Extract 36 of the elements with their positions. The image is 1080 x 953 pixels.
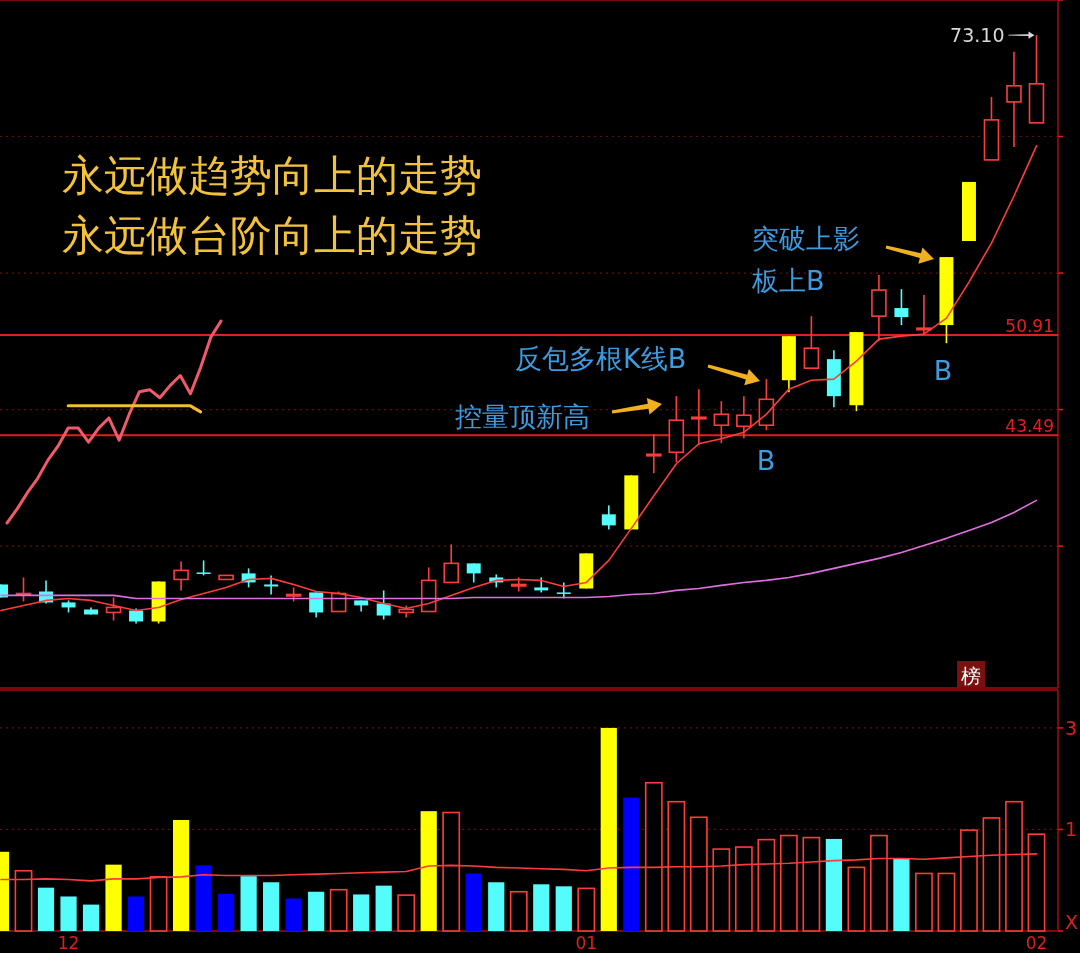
annotation: 永远做趋势向上的走势	[62, 151, 482, 200]
candlestick	[646, 433, 662, 475]
candlestick	[466, 562, 481, 584]
x-tick-label: 02	[1025, 933, 1048, 953]
candlestick	[601, 504, 616, 531]
candlestick	[1006, 50, 1022, 148]
candlestick	[510, 576, 527, 593]
x-tick-label: 12	[57, 933, 80, 953]
x-tick-label: 01	[575, 933, 598, 953]
candlestick	[803, 315, 820, 369]
annotation: 反包多根K线B	[515, 343, 687, 374]
annotation: B	[756, 445, 776, 476]
candlestick	[713, 400, 730, 445]
candlestick	[309, 591, 324, 619]
candlestick	[894, 288, 909, 326]
candlestick	[534, 576, 549, 594]
annotation: 73.10	[950, 24, 1005, 47]
annotation: 突破上影	[752, 223, 860, 254]
y-tick-label: 3	[1065, 716, 1078, 739]
candlestick	[443, 543, 459, 584]
candlestick	[173, 560, 189, 592]
annotation: 板上B	[751, 265, 825, 296]
y-tick-label: 1	[1065, 818, 1078, 841]
candlestick	[736, 395, 752, 440]
candlestick	[556, 581, 571, 600]
candlestick	[376, 589, 391, 621]
annotation: 永远做台阶向上的走势	[62, 211, 482, 260]
y-tick-label: X	[1065, 911, 1079, 933]
annotation: 控量顶新高	[455, 401, 590, 432]
ref-line-label: 43.49	[1005, 416, 1054, 437]
ref-line-label: 50.91	[1005, 316, 1054, 337]
annotation: B	[933, 355, 953, 386]
candlestick	[691, 388, 707, 447]
candlestick	[916, 294, 932, 335]
annotation: 榜	[961, 664, 981, 688]
candlestick	[264, 574, 279, 596]
